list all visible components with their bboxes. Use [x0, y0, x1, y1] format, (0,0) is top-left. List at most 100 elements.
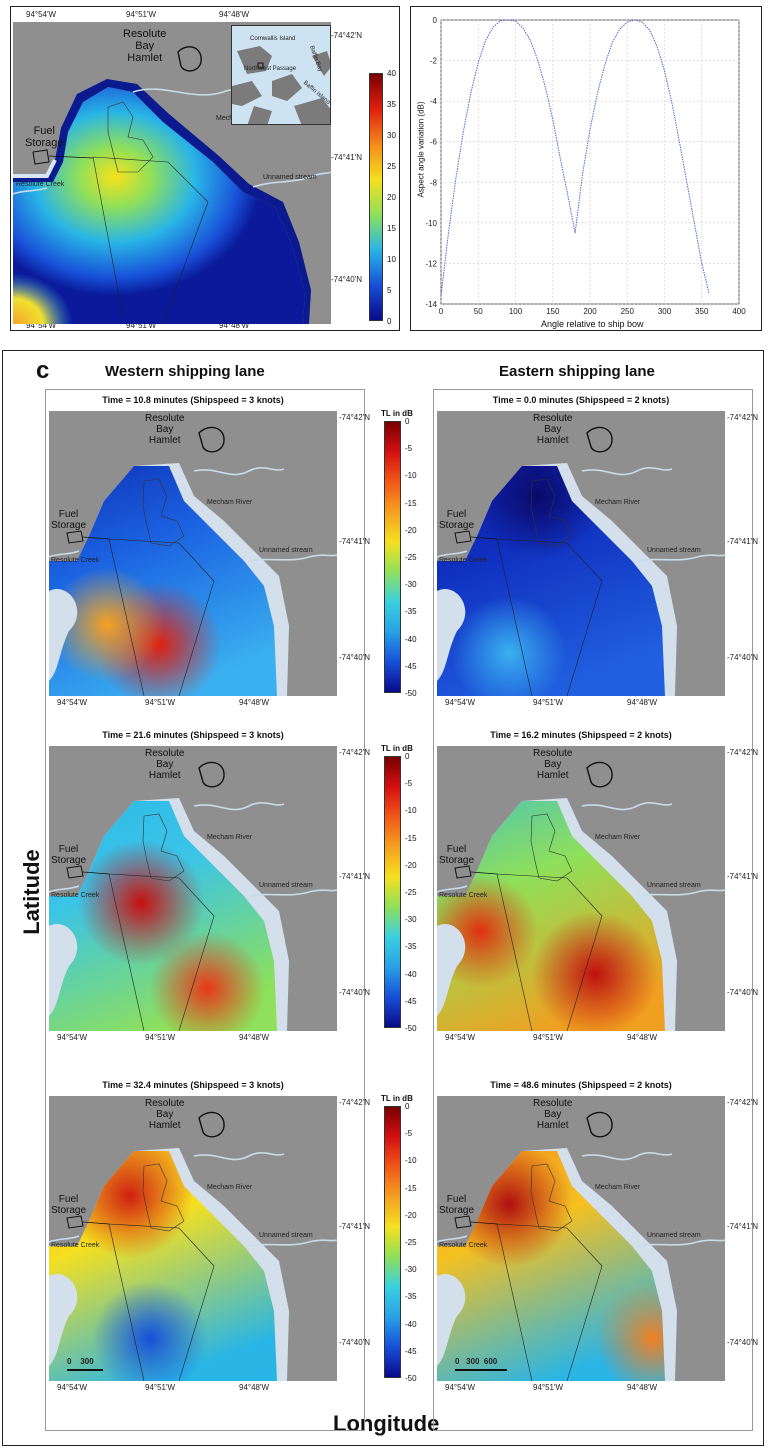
hamlet-text: Resolute Bay Hamlet	[145, 748, 185, 781]
hamlet-text: Resolute Bay Hamlet	[533, 748, 573, 781]
scale-bar	[67, 1369, 103, 1371]
fuel-text: Fuel Storage	[439, 1194, 475, 1216]
tl-map	[437, 1096, 725, 1381]
tl-colorbar-tick: -45	[405, 996, 417, 1006]
map-bottom-tick: 94°51'W	[533, 698, 564, 707]
map-bottom-tick: 94°54'W	[57, 1033, 88, 1042]
x-tick-label: 200	[583, 307, 597, 316]
x-tick-label: 300	[658, 307, 672, 316]
fuel-text: Fuel Storage	[51, 509, 87, 531]
x-tick-label: 0	[439, 307, 444, 316]
map-bottom-tick: 94°54'W	[445, 698, 476, 707]
map-bottom-tick: 94°54'W	[445, 1383, 476, 1392]
scale-bar-label: 0 300	[67, 1357, 94, 1366]
inset-map: Cornwallis Island Northwest Passage Baff…	[231, 25, 331, 125]
map-right-tick: -74°40'N	[727, 653, 758, 662]
map-bottom-tick: 94°54'W	[57, 1383, 88, 1392]
map-right-tick: -74°42'N	[727, 1098, 758, 1107]
panel-a-map	[13, 22, 331, 324]
y-tick-label: -6	[430, 138, 438, 147]
tl-map	[437, 411, 725, 696]
map-right-tick: -74°41'N	[339, 872, 370, 881]
map-bottom-tick: 94°54'W	[57, 698, 88, 707]
inset-land	[232, 46, 330, 124]
tl-colorbar-tick: 0	[405, 417, 410, 426]
tl-colorbar-tick: -10	[405, 1156, 417, 1166]
map-title: Time = 32.4 minutes (Shipspeed = 3 knots…	[102, 1080, 284, 1090]
hamlet-text: Resolute Bay Hamlet	[533, 1098, 573, 1131]
fuel-storage-label: Fuel Storage	[439, 844, 474, 866]
y-tick-label: -2	[430, 57, 438, 66]
tl-colorbar-tick: -40	[405, 1319, 417, 1329]
tl-map	[437, 746, 725, 1031]
tl-map	[49, 1096, 337, 1381]
map-right-tick: -74°40'N	[727, 1338, 758, 1347]
tl-colorbar-tick: -25	[405, 888, 417, 897]
colorbar-title: TL in dB	[381, 409, 413, 418]
panel-a-right-tick: -74°42'N	[331, 31, 362, 40]
hamlet-text: Resolute Bay Hamlet	[145, 1098, 185, 1131]
panel-a-colorbar-tick: 15	[387, 224, 396, 233]
fuel-storage-label: Fuel Storage	[439, 1194, 474, 1216]
map-title: Time = 0.0 minutes (Shipspeed = 2 knots)	[492, 395, 670, 405]
tl-colorbar-tick: -30	[405, 580, 417, 590]
hamlet-label: Resolute Bay Hamlet	[145, 1098, 184, 1131]
tl-colorbar-tick: -30	[405, 915, 417, 925]
scale-bar-label: 0 300 600	[455, 1357, 498, 1366]
panel-a-colorbar-tick: 5	[387, 286, 392, 295]
panel-a-top-tick: 94°51'W	[126, 10, 157, 19]
eastern-lane-title: Eastern shipping lane	[499, 363, 655, 380]
scale-bar	[455, 1369, 507, 1371]
fuel-storage-label: Fuel Storage	[51, 509, 86, 531]
panel-a-top-tick: 94°54'W	[26, 10, 57, 19]
tl-map	[49, 746, 337, 1031]
fuel-storage-label: Fuel Storage	[439, 509, 474, 531]
map-right-tick: -74°42'N	[339, 1098, 370, 1107]
mecham-river-label: Mecham River	[595, 499, 641, 506]
hamlet-label: Resolute Bay Hamlet	[145, 748, 184, 781]
map-right-tick: -74°41'N	[727, 537, 758, 546]
resolute-creek-label: Resolute Creek	[439, 1242, 488, 1249]
panel-a-bottom-tick: 94°48'W	[219, 321, 250, 330]
hamlet-label: Resolute Bay Hamlet	[533, 1098, 572, 1131]
y-tick-label: -12	[425, 259, 437, 268]
panel-a-colorbar-tick: 40	[387, 69, 396, 78]
mecham-river-label: Mecham River	[595, 1184, 641, 1191]
panel-b-ylabel: Aspect angle variation (dB)	[416, 101, 426, 198]
map-bottom-tick: 94°51'W	[533, 1033, 564, 1042]
resolute-creek-label: Resolute Creek	[51, 892, 100, 899]
hamlet-text: Resolute Bay Hamlet	[145, 413, 185, 446]
x-tick-label: 400	[732, 307, 746, 316]
map-bottom-tick: 94°48'W	[239, 1033, 270, 1042]
tl-colorbar-tick: 0	[405, 752, 410, 761]
tl-colorbar-tick: -15	[405, 1183, 417, 1193]
map-right-tick: -74°40'N	[339, 653, 370, 662]
fuel-storage-label: Fuel Storage	[51, 1194, 86, 1216]
map-bottom-tick: 94°48'W	[627, 1033, 658, 1042]
fuel-storage-label: Fuel Storage	[51, 844, 86, 866]
resolute-creek-label: Resolute Creek	[51, 557, 100, 564]
inset-cornwallis-label: Cornwallis Island	[250, 36, 296, 42]
unnamed-stream-label: Unnamed stream	[647, 882, 701, 889]
map-bottom-tick: 94°48'W	[239, 698, 270, 707]
mecham-river-label: Mecham River	[207, 834, 253, 841]
y-tick-label: -8	[430, 178, 438, 187]
map-right-tick: -74°40'N	[339, 988, 370, 997]
longitude-axis-label: Longitude	[333, 1411, 440, 1436]
map-right-tick: -74°42'N	[339, 748, 370, 757]
tl-colorbar	[384, 756, 401, 1028]
hamlet-label: Resolute Bay Hamlet	[533, 748, 572, 781]
tl-colorbar-tick: -5	[405, 444, 413, 454]
panel-a-top-tick: 94°48'W	[219, 10, 250, 19]
tl-colorbar	[384, 1106, 401, 1378]
unnamed-stream-label: Unnamed stream	[647, 1232, 701, 1239]
map-bottom-tick: 94°51'W	[145, 1383, 176, 1392]
x-tick-label: 100	[509, 307, 523, 316]
y-tick-label: -4	[430, 97, 438, 106]
fuel-storage-label: Fuel Storage	[25, 125, 64, 149]
map-right-tick: -74°42'N	[727, 413, 758, 422]
tl-colorbar-tick: -20	[405, 525, 417, 535]
tl-colorbar-tick: -15	[405, 498, 417, 508]
map-bottom-tick: 94°51'W	[145, 1033, 176, 1042]
map-right-tick: -74°40'N	[339, 1338, 370, 1347]
